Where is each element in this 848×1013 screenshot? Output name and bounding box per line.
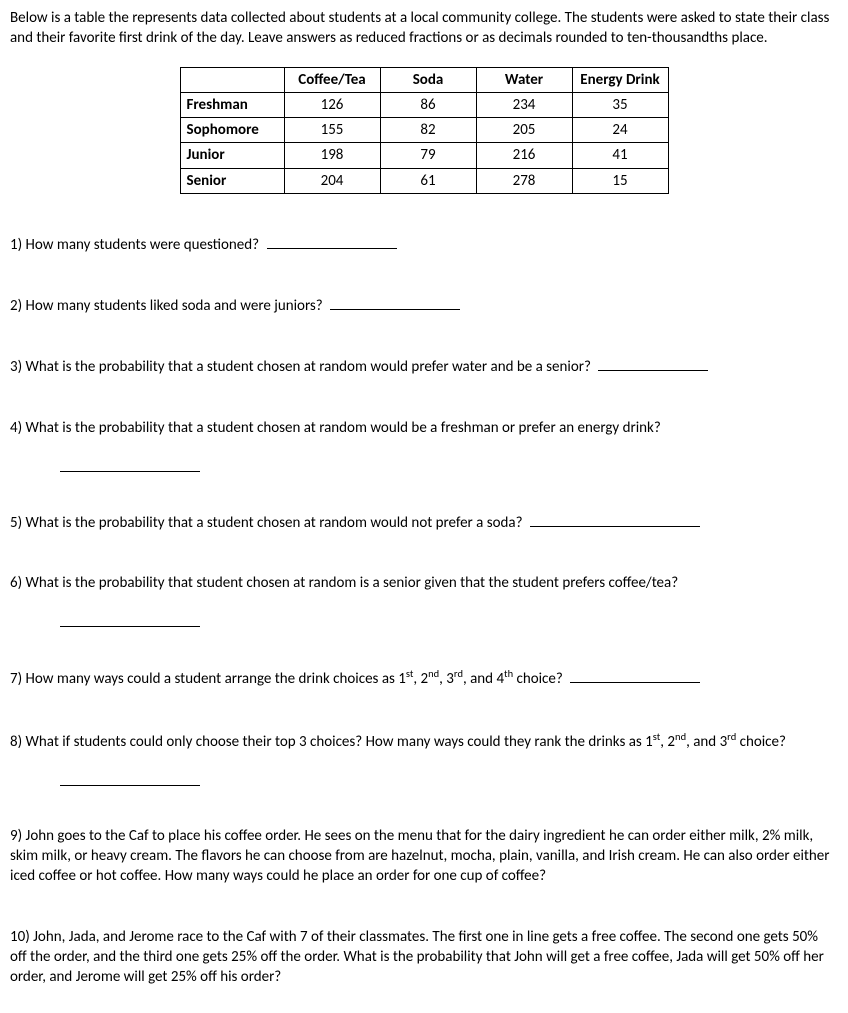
table-row: Sophomore 155 82 205 24 [180,118,668,143]
ordinal-sup: nd [428,667,439,680]
ordinal-sup: nd [675,730,686,743]
question-text: 6) What is the probability that student … [10,574,678,592]
question-text: 7) How many ways could a student arrange… [10,670,563,688]
table-header-soda: Soda [380,67,476,92]
cell: 126 [284,92,380,117]
q8-part: choice? [736,733,786,751]
row-label-sophomore: Sophomore [180,118,284,143]
row-label-junior: Junior [180,143,284,168]
cell: 198 [284,143,380,168]
row-label-senior: Senior [180,168,284,193]
answer-blank[interactable] [267,234,397,249]
table-row: Junior 198 79 216 41 [180,143,668,168]
question-7: 7) How many ways could a student arrange… [10,667,838,689]
ordinal-sup: th [504,667,513,680]
ordinal-sup: rd [454,667,463,680]
q8-part: , and 3 [686,733,727,751]
answer-blank[interactable] [598,356,708,371]
question-5: 5) What is the probability that a studen… [10,512,838,533]
table-row: Senior 204 61 278 15 [180,168,668,193]
q8-part: , 2 [660,733,675,751]
answer-blank[interactable] [60,613,200,627]
q7-part: , and 4 [463,670,504,688]
cell: 61 [380,168,476,193]
question-2: 2) How many students liked soda and were… [10,295,838,316]
answer-blank[interactable] [60,458,200,472]
intro-text: Below is a table the represents data col… [10,8,838,49]
question-4: 4) What is the probability that a studen… [10,418,838,472]
cell: 86 [380,92,476,117]
table-row: Freshman 126 86 234 35 [180,92,668,117]
ordinal-sup: rd [727,730,736,743]
q7-part: , 2 [413,670,428,688]
cell: 216 [476,143,572,168]
answer-blank[interactable] [60,772,200,786]
cell: 82 [380,118,476,143]
table-header-coffee: Coffee/Tea [284,67,380,92]
answer-blank[interactable] [330,295,460,310]
table-header-energy: Energy Drink [572,67,668,92]
answer-blank[interactable] [570,668,700,683]
cell: 205 [476,118,572,143]
question-text: 2) How many students liked soda and were… [10,297,323,315]
q7-part: 7) How many ways could a student arrange… [10,670,406,688]
question-9: 9) John goes to the Caf to place his cof… [10,826,838,887]
cell: 204 [284,168,380,193]
cell: 15 [572,168,668,193]
cell: 35 [572,92,668,117]
question-text: 4) What is the probability that a studen… [10,419,661,437]
question-text: 1) How many students were questioned? [10,236,259,254]
cell: 24 [572,118,668,143]
data-table: Coffee/Tea Soda Water Energy Drink Fresh… [180,67,669,194]
question-text: 5) What is the probability that a studen… [10,514,523,532]
table-header-row: Coffee/Tea Soda Water Energy Drink [180,67,668,92]
question-6: 6) What is the probability that student … [10,573,838,627]
table-header-blank [180,67,284,92]
question-10: 10) John, Jada, and Jerome race to the C… [10,927,838,988]
q7-part: , 3 [439,670,454,688]
question-3: 3) What is the probability that a studen… [10,356,838,377]
question-text: 8) What if students could only choose th… [10,733,786,751]
question-text: 3) What is the probability that a studen… [10,358,591,376]
question-8: 8) What if students could only choose th… [10,730,838,786]
cell: 234 [476,92,572,117]
question-text: 9) John goes to the Caf to place his cof… [10,827,830,886]
row-label-freshman: Freshman [180,92,284,117]
data-table-wrap: Coffee/Tea Soda Water Energy Drink Fresh… [10,67,838,194]
q8-part: 8) What if students could only choose th… [10,733,653,751]
cell: 79 [380,143,476,168]
answer-blank[interactable] [530,512,700,527]
worksheet-page: Below is a table the represents data col… [0,0,848,1013]
cell: 41 [572,143,668,168]
question-1: 1) How many students were questioned? [10,234,838,255]
question-text: 10) John, Jada, and Jerome race to the C… [10,928,824,987]
table-header-water: Water [476,67,572,92]
cell: 278 [476,168,572,193]
q7-part: choice? [513,670,563,688]
cell: 155 [284,118,380,143]
